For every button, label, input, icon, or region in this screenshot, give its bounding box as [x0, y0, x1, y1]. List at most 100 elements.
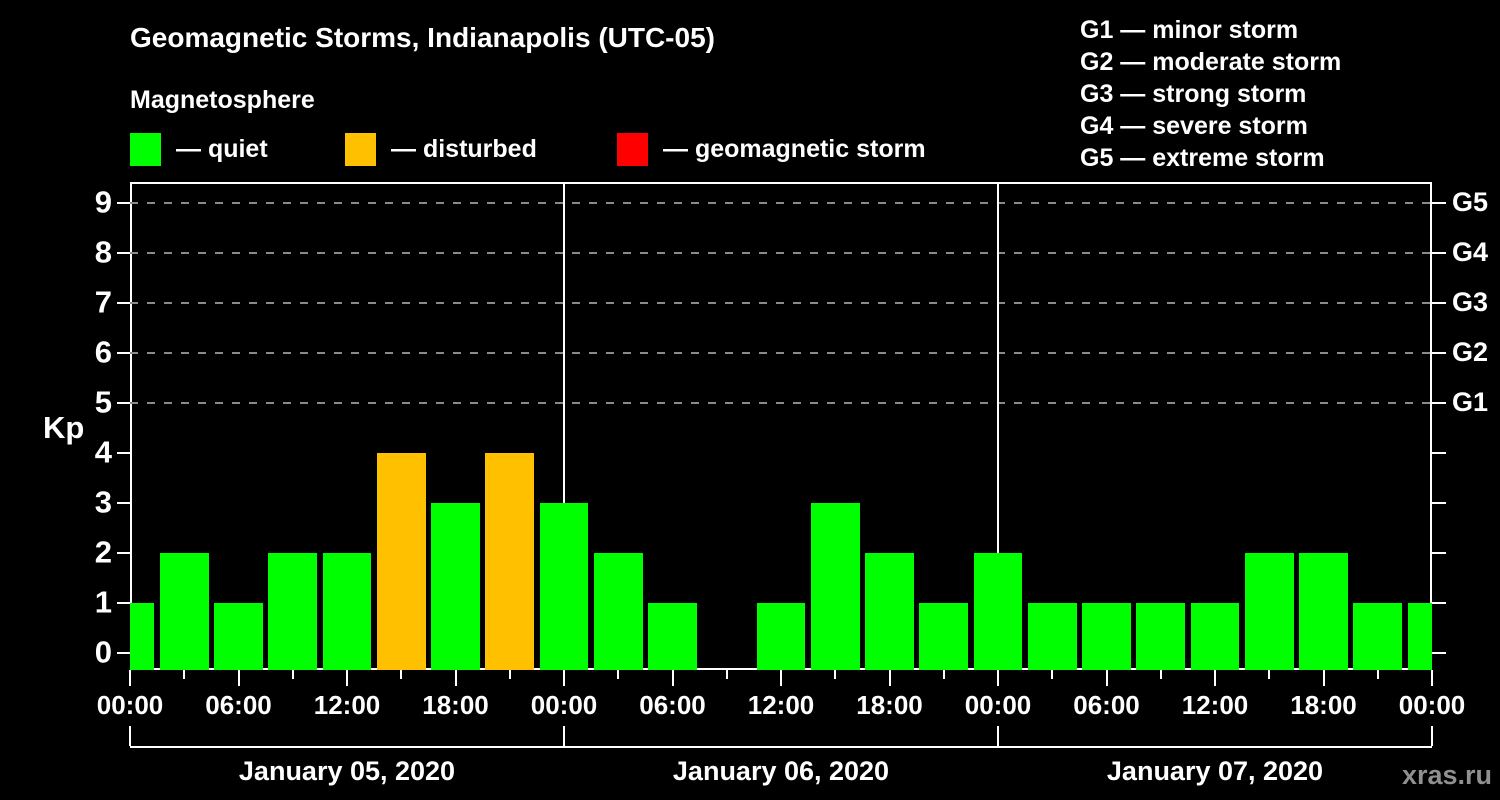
kp-bar [1136, 603, 1186, 670]
x-axis-time-label: 00:00 [96, 690, 164, 720]
y-axis-tick-label: 1 [94, 584, 112, 620]
x-axis-major-tick [997, 670, 999, 686]
y-axis-tick [117, 652, 130, 654]
day-separator-line [997, 182, 999, 670]
kp-bar [648, 603, 697, 670]
y-axis-tick-label: 8 [94, 234, 112, 270]
right-axis-tick [1432, 302, 1446, 304]
y-axis-tick [117, 502, 130, 504]
kp-bar [919, 603, 969, 670]
date-bracket-line [130, 746, 1432, 748]
date-bracket-tick [563, 726, 565, 746]
x-axis-major-tick [129, 670, 131, 686]
kp-bar [376, 453, 426, 670]
g-legend-row: G4 — severe storm [1080, 112, 1308, 140]
legend-item-storm: — geomagnetic storm [617, 133, 926, 166]
x-axis-time-label: 18:00 [1290, 690, 1357, 720]
g-axis-label: G3 [1452, 286, 1489, 317]
kp-bar [1027, 603, 1077, 670]
kp-bar [431, 503, 480, 670]
g-legend-row: G5 — extreme storm [1080, 144, 1325, 172]
kp-bar [485, 453, 535, 670]
kp-bar [159, 553, 209, 670]
g-scale-legend: G1 — minor storm G2 — moderate storm G3 … [1080, 14, 1341, 174]
x-axis-minor-tick [1268, 670, 1271, 679]
x-axis-major-tick [237, 670, 240, 686]
x-axis-time-label: 06:00 [205, 690, 272, 720]
date-label: January 07, 2020 [1106, 756, 1324, 786]
y-axis-title: Kp [43, 410, 85, 445]
right-axis-tick [1432, 552, 1446, 554]
x-axis-major-tick [1322, 670, 1325, 686]
x-axis-time-label: 18:00 [856, 690, 923, 720]
right-axis-tick [1432, 602, 1446, 604]
y-axis-tick-label: 0 [94, 634, 112, 670]
y-axis-tick [117, 202, 130, 204]
legend-item-quiet: — quiet [130, 133, 268, 166]
x-axis-minor-tick [834, 670, 837, 679]
kp-bar [268, 553, 318, 670]
kp-bar [1407, 603, 1432, 670]
y-axis-tick [117, 352, 130, 354]
g-legend-row: G1 — minor storm [1080, 16, 1299, 44]
x-axis-time-label: 18:00 [422, 690, 489, 720]
y-axis-tick-label: 6 [94, 334, 112, 370]
y-axis-tick [117, 602, 130, 604]
x-axis-minor-tick [942, 670, 945, 679]
y-axis-tick-label: 5 [94, 384, 112, 420]
x-axis-time-label: 12:00 [747, 690, 815, 720]
x-axis-major-tick [780, 670, 782, 686]
right-axis-tick [1432, 502, 1446, 504]
chart-title: Geomagnetic Storms, Indianapolis (UTC-05… [130, 22, 715, 53]
kp-bar [593, 553, 643, 670]
x-axis-major-tick [454, 670, 457, 686]
kp-bar [1244, 553, 1294, 670]
chart-subtitle: Magnetosphere [130, 86, 315, 114]
date-label: January 06, 2020 [672, 756, 890, 786]
kp-bar [865, 553, 914, 670]
kp-gridline [130, 302, 1432, 304]
kp-gridline [130, 352, 1432, 354]
x-axis-minor-tick [1051, 670, 1054, 679]
y-axis-tick [117, 302, 130, 304]
day-separator-line [563, 182, 565, 670]
date-bracket-tick [997, 726, 999, 746]
x-axis-minor-tick [1376, 670, 1379, 679]
kp-bar [322, 553, 372, 670]
watermark-text: xras.ru [1401, 760, 1492, 790]
g-legend-row: G2 — moderate storm [1080, 48, 1342, 76]
right-axis-tick [1432, 352, 1446, 354]
disturbed-color-swatch [345, 133, 376, 166]
kp-bar [1299, 553, 1348, 670]
legend-item-label: — geomagnetic storm [663, 135, 926, 163]
g-axis-label: G1 [1452, 386, 1489, 417]
kp-bar [756, 603, 806, 670]
g-axis-label: G4 [1452, 236, 1489, 267]
y-axis-tick-label: 7 [94, 284, 112, 320]
quiet-color-swatch [130, 133, 161, 166]
x-axis-major-tick [1431, 670, 1433, 686]
x-axis-time-label: 00:00 [530, 690, 598, 720]
x-axis-time-label: 06:00 [639, 690, 706, 720]
x-axis-major-tick [1214, 670, 1216, 686]
kp-bar [1353, 603, 1403, 670]
x-axis-minor-tick [400, 670, 403, 679]
y-axis-tick [117, 252, 130, 254]
y-axis-tick-label: 4 [94, 434, 112, 470]
x-axis-major-tick [1105, 670, 1108, 686]
x-axis-major-tick [671, 670, 674, 686]
x-axis-minor-tick [291, 670, 294, 679]
right-axis-tick [1432, 252, 1446, 254]
legend-item-label: — disturbed [391, 135, 537, 163]
date-bracket-tick [129, 726, 131, 746]
x-axis-major-tick [563, 670, 565, 686]
kp-bar [973, 553, 1023, 670]
g-axis-label: G2 [1452, 336, 1489, 367]
y-axis-tick-label: 9 [94, 184, 112, 220]
x-axis-minor-tick [183, 670, 186, 679]
g-axis-label: G5 [1452, 186, 1489, 217]
x-axis-time-label: 12:00 [313, 690, 381, 720]
x-axis-minor-tick [617, 670, 620, 679]
